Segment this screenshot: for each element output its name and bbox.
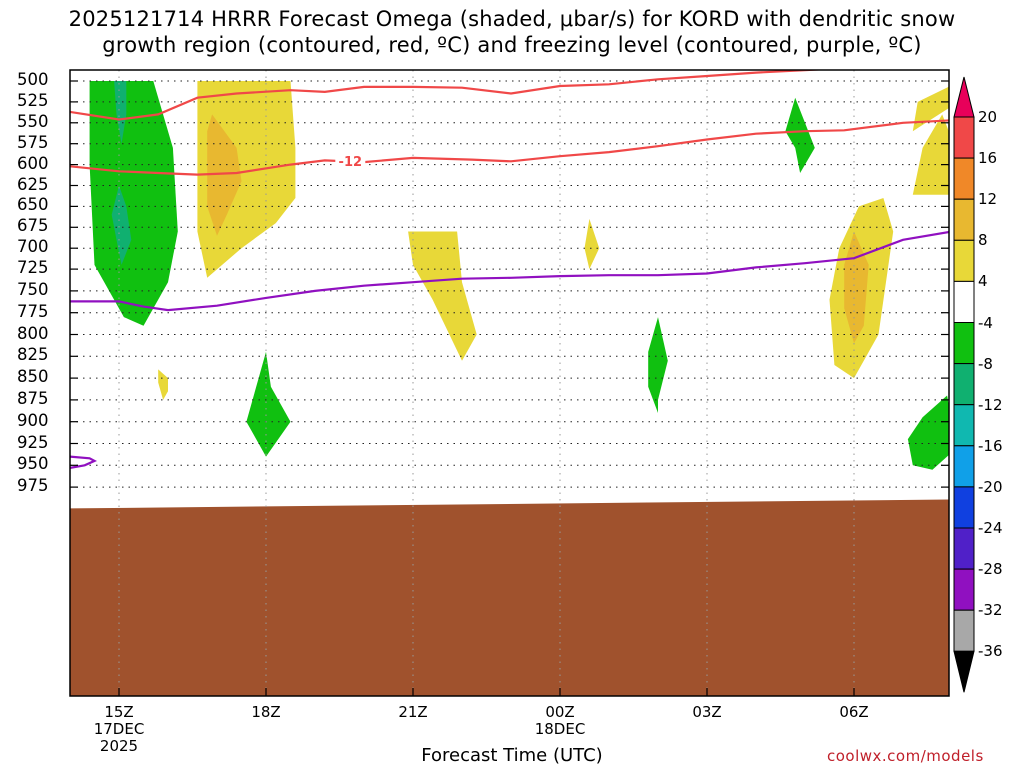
plot-frame: [69, 69, 950, 697]
colorbar-bin-7: [953, 363, 975, 406]
x-tick-label: 06Z: [839, 703, 869, 721]
colorbar-label: -8: [978, 354, 993, 373]
terrain-surface: [70, 499, 949, 696]
y-tick-label-750: 750: [17, 279, 49, 299]
colorbar-bin-2: [953, 157, 975, 200]
y-tick-label-800: 800: [17, 323, 49, 343]
contour-label-bg: [335, 154, 366, 170]
chart-title-line-1: 2025121714 HRRR Forecast Omega (shaded, …: [68, 7, 956, 31]
x-tick-sub2: 2025: [99, 737, 139, 755]
y-tick-label-500: 500: [17, 70, 49, 89]
y-tick-label-650: 650: [17, 195, 49, 215]
x-tick-label: 15Z: [104, 703, 134, 721]
colorbar-bin-11: [953, 527, 975, 570]
y-tick-label-950: 950: [17, 454, 49, 474]
colorbar-bin-3: [953, 198, 975, 241]
x-tick-label-06Z: 06Z: [804, 704, 904, 721]
omega-region-8: [246, 351, 291, 457]
x-tick-label-15Z: 15Z 17DEC 2025: [69, 704, 169, 755]
grid-layer: [70, 70, 949, 696]
y-tick-label-675: 675: [17, 216, 49, 236]
omega-region-10: [785, 97, 815, 173]
colorbar: [953, 76, 975, 693]
omega-region-14: [912, 86, 949, 132]
x-tick-sub1: 17DEC: [93, 720, 145, 738]
x-tick-label-18Z: 18Z: [216, 704, 316, 721]
omega-region-0: [89, 81, 178, 326]
omega-shading-layer: [89, 81, 949, 470]
y-tick-label-925: 925: [17, 432, 49, 452]
omega-region-2: [111, 185, 132, 265]
colorbar-bin-9: [953, 445, 975, 488]
x-tick-label: 21Z: [398, 703, 428, 721]
colorbar-bin-1: [953, 116, 975, 159]
chart-title-line-2: growth region (contoured, red, ºC) and f…: [102, 33, 922, 57]
omega-region-6: [584, 218, 600, 270]
colorbar-label: 12: [978, 190, 998, 209]
terrain-layer: [70, 499, 949, 696]
colorbar-label: -4: [978, 313, 993, 332]
colorbar-label: -20: [978, 477, 1003, 496]
x-tick-sub1: 18DEC: [534, 720, 586, 738]
colorbar-bin-6: [953, 322, 975, 365]
y-tick-label-700: 700: [17, 237, 49, 257]
omega-region-13: [912, 114, 949, 195]
omega-region-9: [648, 317, 668, 413]
colorbar-label: -16: [978, 436, 1003, 455]
colorbar-top-arrow: [953, 76, 975, 118]
colorbar-label: 16: [978, 149, 998, 168]
y-tick-label-975: 975: [17, 476, 49, 496]
contour-label: -12: [339, 155, 363, 170]
colorbar-bin-5: [953, 280, 975, 323]
y-tick-label-725: 725: [17, 258, 49, 278]
x-tick-label-21Z: 21Z: [363, 704, 463, 721]
y-tick-label-775: 775: [17, 301, 49, 321]
contour-line-2: [70, 230, 949, 312]
x-tick-label-03Z: 03Z: [657, 704, 757, 721]
colorbar-bottom-arrow: [953, 650, 975, 693]
colorbar-bin-10: [953, 486, 975, 529]
colorbar-label: -24: [978, 519, 1003, 537]
colorbar-label: -36: [978, 642, 1003, 661]
colorbar-label: 20: [978, 108, 998, 126]
omega-region-15: [907, 395, 949, 470]
x-tick-label: 00Z: [545, 703, 575, 721]
colorbar-label: 4: [978, 272, 988, 291]
contour-line-0: [70, 119, 949, 176]
colorbar-label: -32: [978, 601, 1003, 620]
colorbar-bin-4: [953, 239, 975, 282]
omega-region-1: [114, 81, 127, 144]
y-tick-label-875: 875: [17, 388, 49, 408]
x-tick-label: 18Z: [251, 703, 281, 721]
omega-region-5: [408, 231, 477, 361]
colorbar-bin-12: [953, 568, 975, 611]
x-axis-label: Forecast Time (UTC): [421, 745, 603, 766]
axis-ticks: [70, 80, 949, 696]
omega-region-7: [158, 369, 168, 400]
colorbar-bin-8: [953, 404, 975, 447]
y-tick-label-850: 850: [17, 367, 49, 387]
y-tick-label-600: 600: [17, 153, 49, 173]
contour-line-3: [70, 455, 98, 469]
x-tick-label: 03Z: [692, 703, 722, 721]
y-tick-label-525: 525: [17, 90, 49, 110]
omega-region-4: [207, 114, 242, 236]
source-credit: coolwx.com/models: [827, 747, 984, 765]
y-tick-label-625: 625: [17, 174, 49, 194]
y-tick-label-575: 575: [17, 132, 49, 152]
colorbar-label: 8: [978, 231, 988, 250]
y-tick-label-900: 900: [17, 410, 49, 430]
colorbar-label: -12: [978, 395, 1003, 414]
x-tick-label-00Z: 00Z 18DEC: [510, 704, 610, 738]
y-tick-label-550: 550: [17, 111, 49, 131]
colorbar-bin-13: [953, 609, 975, 652]
y-tick-label-825: 825: [17, 345, 49, 365]
colorbar-label: -28: [978, 560, 1003, 579]
